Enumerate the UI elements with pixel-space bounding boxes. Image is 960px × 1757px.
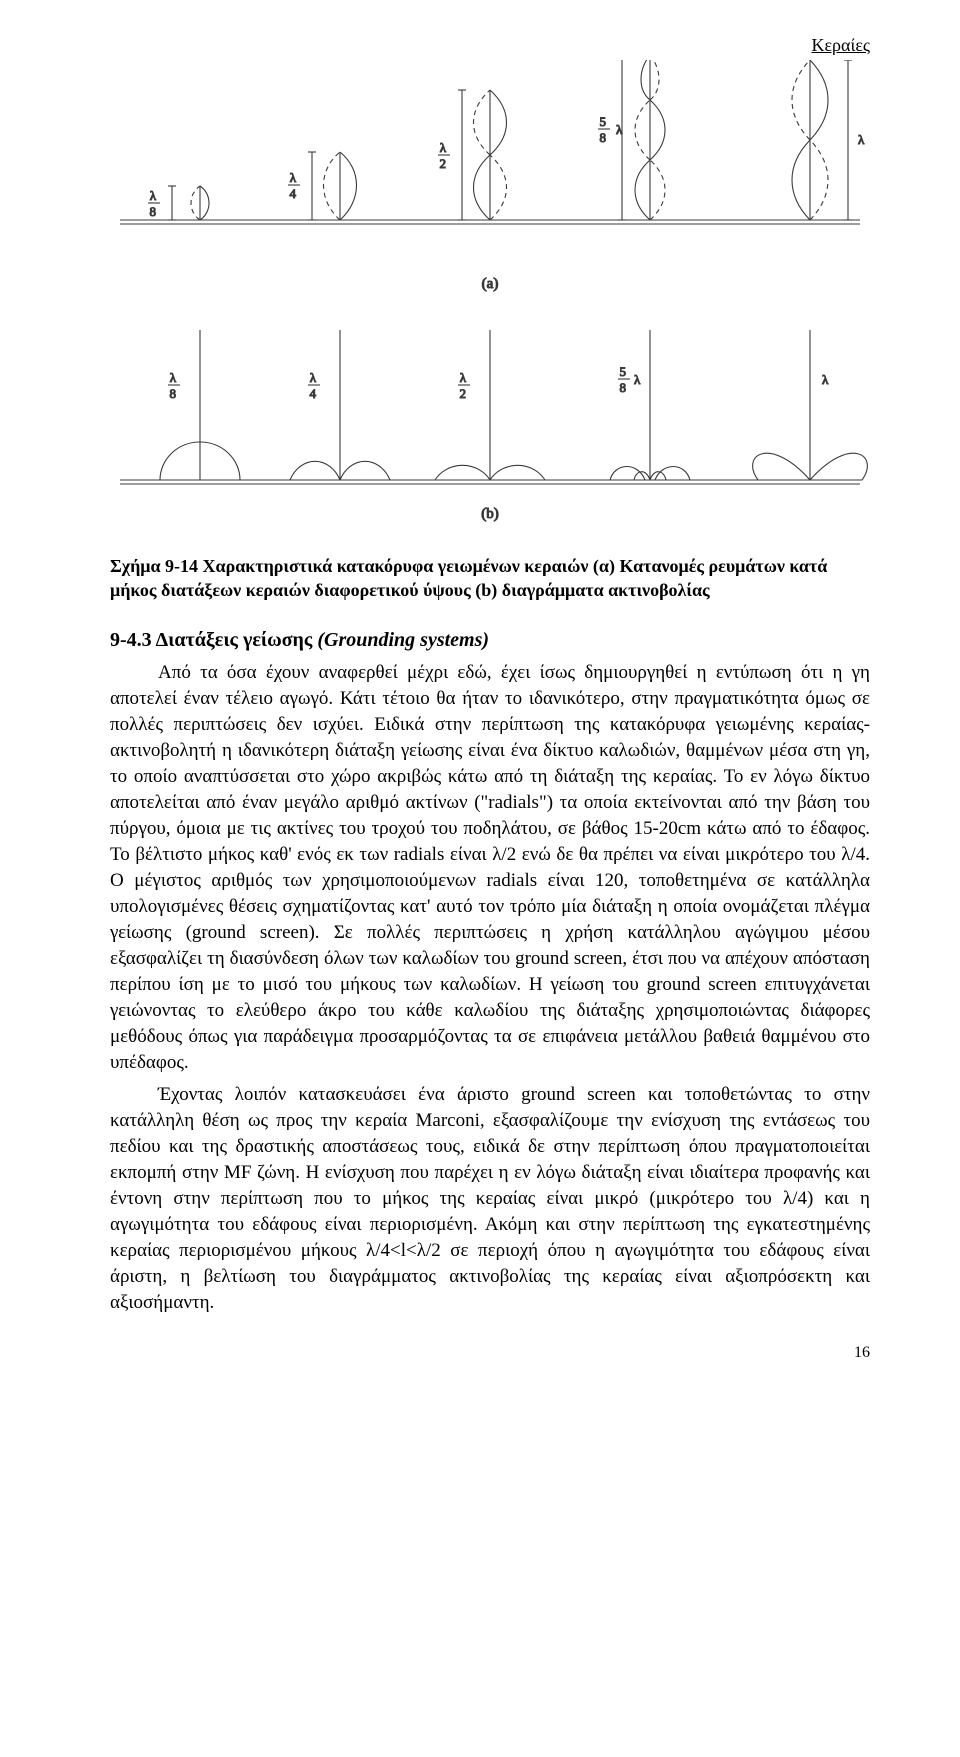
label-l4-top: λ — [290, 170, 297, 185]
running-head: Κεραίες — [110, 35, 870, 56]
label-l4d-top: 4 — [290, 186, 297, 201]
label-58n-top: 5 — [600, 114, 607, 129]
paragraph-1: Από τα όσα έχουν αναφερθεί μέχρι εδώ, έχ… — [110, 660, 870, 1076]
sublabel-b: (b) — [481, 506, 499, 522]
label-l8d-bot: 8 — [170, 386, 177, 401]
page: Κεραίες λ 8 λ — [0, 0, 960, 1402]
page-number: 16 — [110, 1344, 870, 1362]
label-l4d-bot: 4 — [310, 386, 317, 401]
figure-9-14: λ 8 λ 4 λ 2 — [110, 60, 870, 540]
sublabel-a: (a) — [482, 276, 499, 292]
label-l8-bot: λ — [170, 370, 177, 385]
section-title: Διατάξεις γείωσης — [156, 629, 313, 651]
label-58m-bot: 8 — [620, 380, 627, 395]
label-lambda-bot: λ — [822, 372, 829, 387]
label-lambda-top: λ — [858, 132, 865, 147]
label-58l-top: λ — [616, 122, 623, 137]
section-number: 9-4.3 — [110, 629, 152, 651]
paragraph-2: Έχοντας λοιπόν κατασκευάσει ένα άριστο g… — [110, 1082, 870, 1316]
label-l2-bot: λ — [460, 370, 467, 385]
label-58l-bot: λ — [634, 372, 641, 387]
label-l2-top: λ — [440, 140, 447, 155]
label-l2d-top: 2 — [440, 156, 447, 171]
figure-caption: Σχήμα 9-14 Χαρακτηριστικά κατακόρυφα γει… — [110, 554, 870, 603]
label-l8d-top: 8 — [150, 204, 157, 219]
label-l2d-bot: 2 — [460, 386, 467, 401]
label-58n-bot: 5 — [620, 364, 627, 379]
section-title-italic: (Grounding systems) — [317, 629, 489, 651]
label-58m-top: 8 — [600, 130, 607, 145]
label-l8-top: λ — [150, 188, 157, 203]
label-l4-bot: λ — [310, 370, 317, 385]
section-heading: 9-4.3 Διατάξεις γείωσης (Grounding syste… — [110, 629, 870, 652]
